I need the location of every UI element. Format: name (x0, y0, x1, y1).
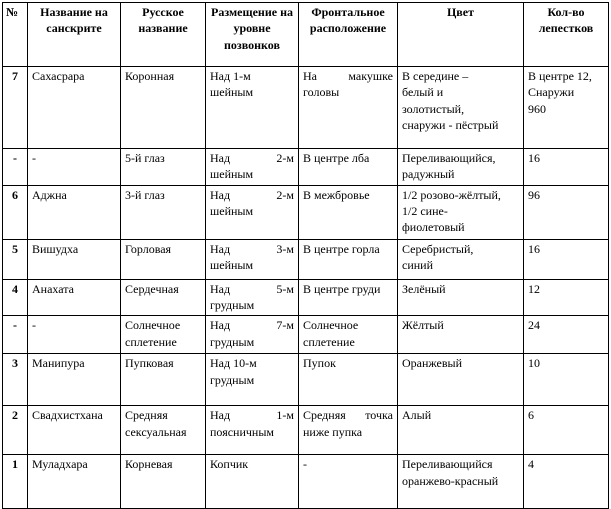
cell-placement: Над 10-м грудным (205, 353, 299, 407)
cell-sanskrit: Муладхара (27, 454, 121, 509)
cell-petals: 96 (523, 184, 609, 240)
cell-number: 2 (2, 405, 28, 456)
cell-petals: 24 (523, 315, 609, 355)
table-row: 2 Свадхистхана Средняя сексуальная Над 1… (2, 405, 609, 456)
cell-placement: Копчик (205, 454, 299, 509)
cell-color: Серебристый, синий (397, 238, 524, 280)
table-row: 7 Сахасрара Коронная Над 1-м шейным На м… (2, 66, 609, 149)
cell-petals: 6 (523, 405, 609, 456)
cell-frontal: - (298, 454, 398, 509)
cell-sanskrit: Манипура (27, 353, 121, 407)
cell-frontal: Солнечное сплетение (298, 315, 398, 355)
cell-russian: 5-й глаз (120, 148, 206, 186)
table-body: 7 Сахасрара Коронная Над 1-м шейным На м… (2, 66, 609, 509)
cell-frontal: Средняя точка ниже пупка (298, 405, 398, 456)
cell-sanskrit: - (27, 315, 121, 355)
cell-petals: В центре 12, Снаружи 960 (523, 66, 609, 149)
cell-number: 7 (2, 66, 28, 149)
cell-frontal: В центре лба (298, 148, 398, 186)
cell-frontal: Пупок (298, 353, 398, 407)
cell-placement: Над 5-м грудным (205, 278, 299, 317)
header-vertebrae-placement: Размещение на уровне позвонков (205, 2, 299, 67)
cell-sanskrit: Сахасрара (27, 66, 121, 149)
cell-sanskrit: Аджна (27, 184, 121, 240)
header-petal-count: Кол-во лепестков (523, 2, 609, 67)
header-frontal-location: Фронтальное расположение (298, 2, 398, 67)
cell-petals: 10 (523, 353, 609, 407)
cell-placement: Над 1-м поясничным (205, 405, 299, 456)
table-row: 5 Вишудха Горловая Над 3-м шейным В цент… (2, 238, 609, 280)
cell-color: Алый (397, 405, 524, 456)
cell-frontal: В межбровье (298, 184, 398, 240)
cell-number: 1 (2, 454, 28, 509)
cell-color: В середине – белый и золотистый, снаружи… (397, 66, 524, 149)
cell-frontal: На макушке головы (298, 66, 398, 149)
cell-russian: Корневая (120, 454, 206, 509)
cell-color: Зелёный (397, 278, 524, 317)
header-number: № (2, 2, 28, 67)
cell-russian: Пупковая (120, 353, 206, 407)
cell-sanskrit: - (27, 148, 121, 186)
cell-placement: Над 3-м шейным (205, 238, 299, 280)
cell-placement: Над 2-м шейным (205, 148, 299, 186)
table-header: № Название на санскрите Русское название… (2, 2, 609, 67)
cell-russian: Сердечная (120, 278, 206, 317)
cell-color: Переливающийся оранжево-красный (397, 454, 524, 509)
table-row: 6 Аджна 3-й глаз Над 2-м шейным В межбро… (2, 184, 609, 240)
cell-placement: Над 7-м грудным (205, 315, 299, 355)
cell-russian: 3-й глаз (120, 184, 206, 240)
cell-petals: 4 (523, 454, 609, 509)
cell-color: Жёлтый (397, 315, 524, 355)
cell-placement: Над 1-м шейным (205, 66, 299, 149)
cell-russian: Средняя сексуальная (120, 405, 206, 456)
cell-russian: Горловая (120, 238, 206, 280)
cell-number: 6 (2, 184, 28, 240)
header-color: Цвет (397, 2, 524, 67)
cell-color: 1/2 розово-жёлтый, 1/2 сине- фиолетовый (397, 184, 524, 240)
table-row: - - Солнечное сплетение Над 7-м грудным … (2, 315, 609, 355)
table-row: - - 5-й глаз Над 2-м шейным В центре лба… (2, 148, 609, 186)
cell-frontal: В центре горла (298, 238, 398, 280)
cell-frontal: В центре груди (298, 278, 398, 317)
cell-petals: 16 (523, 238, 609, 280)
cell-petals: 12 (523, 278, 609, 317)
cell-petals: 16 (523, 148, 609, 186)
cell-sanskrit: Свадхистхана (27, 405, 121, 456)
cell-sanskrit: Вишудха (27, 238, 121, 280)
cell-number: - (2, 315, 28, 355)
cell-russian: Солнечное сплетение (120, 315, 206, 355)
cell-color: Оранжевый (397, 353, 524, 407)
header-russian-name: Русское название (120, 2, 206, 67)
cell-color: Переливающийся, радужный (397, 148, 524, 186)
cell-number: 3 (2, 353, 28, 407)
table-row: 3 Манипура Пупковая Над 10-м грудным Пуп… (2, 353, 609, 407)
cell-sanskrit: Анахата (27, 278, 121, 317)
cell-russian: Коронная (120, 66, 206, 149)
cell-number: 4 (2, 278, 28, 317)
header-sanskrit-name: Название на санскрите (27, 2, 121, 67)
cell-placement: Над 2-м шейным (205, 184, 299, 240)
cell-number: - (2, 148, 28, 186)
header-row: № Название на санскрите Русское название… (2, 2, 609, 67)
cell-number: 5 (2, 238, 28, 280)
table-row: 1 Муладхара Корневая Копчик - Переливающ… (2, 454, 609, 509)
table-row: 4 Анахата Сердечная Над 5-м грудным В це… (2, 278, 609, 317)
